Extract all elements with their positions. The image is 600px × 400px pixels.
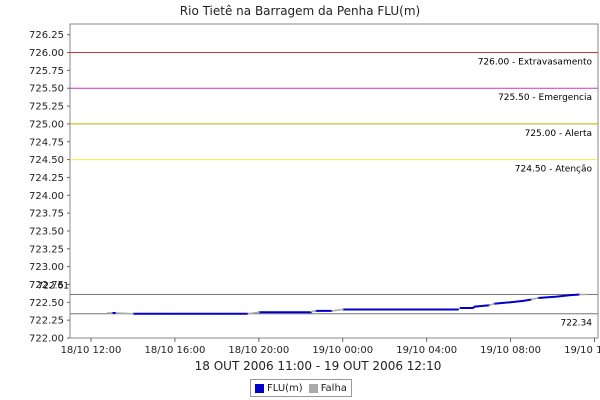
y-tick-label-9: 724.25 [29, 173, 64, 184]
data-point-0-7-1 [555, 295, 558, 298]
data-point-1-0-0 [106, 312, 109, 314]
y-tick-label-6: 723.50 [29, 226, 64, 237]
threshold-label-3: 724.50 - Atenção [515, 165, 593, 175]
data-point-1-0-1 [111, 312, 113, 314]
y-tick-label-13: 725.25 [29, 102, 64, 113]
plot-area [69, 23, 599, 339]
data-point-0-7-2 [568, 294, 571, 297]
legend-swatch-falha [308, 383, 318, 393]
y-tick-label-11: 724.75 [29, 137, 64, 148]
data-point-1-3-1 [314, 309, 317, 312]
data-point-1-3-0 [310, 310, 313, 313]
threshold-label-1: 725.50 - Emergencia [498, 93, 592, 103]
data-point-0-4-1 [457, 308, 460, 311]
x-tick-label-3: 19/10 00:00 [312, 345, 373, 356]
series-falha-segment-4 [332, 308, 343, 312]
chart-title: Rio Tietê na Barragem da Penha FLU(m) [180, 4, 420, 18]
series-falha-segment-2 [248, 311, 259, 315]
data-point-0-5-1 [471, 307, 474, 309]
y-tick-label-7: 723.75 [29, 209, 64, 220]
data-point-1-7-0 [578, 293, 581, 296]
data-point-1-1-1 [132, 312, 134, 315]
marker-label-1: 722.34 [561, 319, 593, 329]
legend-item-flu: FLU(m) [255, 383, 303, 394]
threshold-label-0: 726.00 - Extravasamento [478, 58, 593, 68]
legend-item-falha: Falha [308, 382, 347, 394]
data-point-0-5-2 [474, 305, 476, 308]
data-point-0-6-2 [522, 299, 525, 302]
data-point-1-6-0 [530, 298, 533, 301]
data-point-1-1-0 [115, 312, 118, 314]
data-point-0-1-1 [163, 312, 166, 315]
threshold-lines: 726.00 - Extravasamento 725.50 - Emergenc… [70, 52, 598, 175]
legend-swatch-flu [255, 383, 264, 393]
legend-label-falha: Falha [320, 382, 347, 394]
x-axis: 18/10 12:00 18/10 16:00 18/10 20:00 19/10 0… [61, 338, 600, 356]
data-point-0-6-1 [509, 301, 512, 304]
marker-label-0: 722.61 [38, 281, 70, 291]
data-point-0-5-0 [459, 307, 462, 309]
data-point-1-4-0 [331, 309, 334, 312]
x-tick-label-0: 18/10 12:00 [61, 345, 122, 356]
data-point-1-4-1 [341, 308, 344, 311]
series-falha-segment-1 [116, 312, 133, 315]
y-tick-label-14: 725.50 [29, 84, 64, 95]
y-tick-label-12: 725.00 [29, 119, 64, 130]
x-tick-label-2: 18/10 20:00 [228, 345, 289, 356]
data-point-1-5-1 [492, 302, 495, 305]
data-point-1-2-1 [257, 311, 260, 314]
series-lines [106, 293, 588, 315]
y-axis: 722.00 722.25 722.50 722.75 723.00 723.25 723.… [29, 30, 70, 345]
legend: FLU(m) Falha [250, 379, 352, 397]
y-tick-label-4: 723.00 [29, 262, 64, 273]
series-falha-segment-6 [531, 297, 539, 301]
data-point-1-2-0 [247, 312, 250, 315]
y-tick-label-2: 722.50 [29, 298, 64, 309]
y-tick-label-3: 722.75 [29, 280, 64, 291]
series-flu-segment-5 [460, 304, 490, 309]
y-tick-label-16: 726.00 [29, 48, 64, 59]
y-tick-label-8: 724.00 [29, 191, 64, 202]
y-tick-label-15: 725.75 [29, 66, 64, 77]
x-tick-label-6: 19/10 12:00 [564, 345, 600, 356]
threshold-label-2: 725.00 - Alerta [525, 129, 592, 139]
data-point-1-5-0 [488, 304, 491, 307]
chart-subtitle: 18 OUT 2006 11:00 - 19 OUT 2006 12:10 [195, 359, 442, 373]
data-point-1-6-1 [536, 297, 539, 299]
y-tick-label-0: 722.00 [29, 334, 64, 345]
x-tick-label-1: 18/10 16:00 [144, 345, 205, 356]
series-flu-segment-7 [537, 293, 580, 299]
data-point-1-7-1 [585, 293, 588, 296]
legend-label-flu: FLU(m) [267, 382, 303, 394]
x-tick-label-5: 19/10 08:00 [480, 345, 541, 356]
x-tick-label-4: 19/10 04:00 [396, 345, 457, 356]
series-flu-segment-6 [493, 298, 532, 305]
y-tick-label-1: 722.25 [29, 316, 64, 327]
y-tick-label-17: 726.25 [29, 30, 64, 41]
y-tick-label-10: 724.50 [29, 155, 64, 166]
y-tick-label-5: 723.25 [29, 244, 64, 255]
data-point-0-1-2 [215, 312, 218, 315]
